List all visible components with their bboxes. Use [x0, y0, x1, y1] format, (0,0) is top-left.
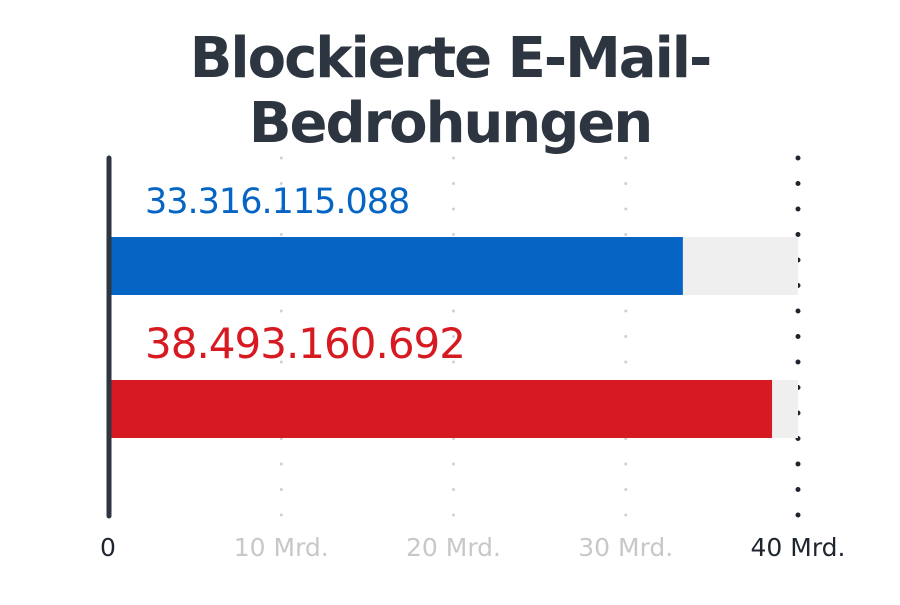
x-tick-label: 10 Mrd. [234, 533, 329, 562]
bar [110, 380, 773, 438]
bar [110, 237, 683, 295]
x-tick-label: 0 [100, 533, 116, 562]
value-labels: 33.316.115.088 38.493.160.692 [145, 182, 466, 368]
grid-lines [279, 155, 801, 519]
x-tick-labels: 0 10 Mrd. 20 Mrd. 30 Mrd. 40 Mrd. [100, 533, 845, 562]
bar-value-label: 38.493.160.692 [145, 319, 465, 368]
chart-title: Blockierte E-Mail-Bedrohungen [189, 26, 712, 156]
x-tick-label: 30 Mrd. [578, 533, 673, 562]
bar-value-label: 33.316.115.088 [145, 182, 409, 222]
bars [110, 237, 773, 438]
x-tick-label: 20 Mrd. [406, 533, 501, 562]
x-tick-label: 40 Mrd. [751, 533, 846, 562]
